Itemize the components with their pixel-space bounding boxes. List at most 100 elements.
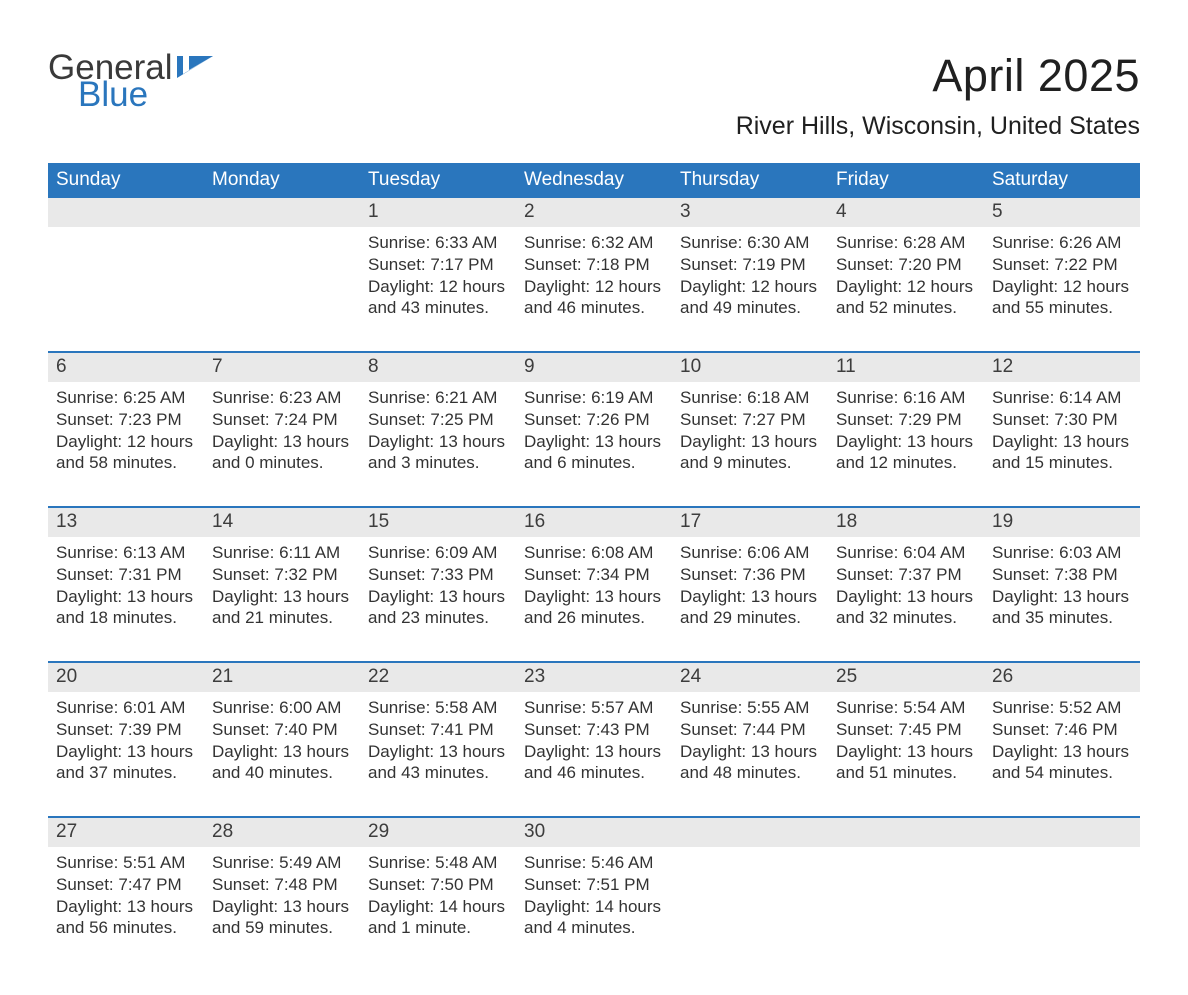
day-number: 26	[984, 663, 1140, 692]
day-number: 30	[516, 818, 672, 847]
day-number: 7	[204, 353, 360, 382]
daynum-row: 20212223242526	[48, 663, 1140, 692]
weeks-container: 12345Sunrise: 6:33 AMSunset: 7:17 PMDayl…	[48, 198, 1140, 955]
day-number: 12	[984, 353, 1140, 382]
day-cell: Sunrise: 5:51 AMSunset: 7:47 PMDaylight:…	[48, 847, 204, 955]
title-block: April 2025 River Hills, Wisconsin, Unite…	[736, 50, 1140, 141]
day-cell	[48, 227, 204, 335]
day-number: 27	[48, 818, 204, 847]
day-cell	[672, 847, 828, 955]
week: 12345Sunrise: 6:33 AMSunset: 7:17 PMDayl…	[48, 198, 1140, 335]
week: 27282930Sunrise: 5:51 AMSunset: 7:47 PMD…	[48, 818, 1140, 955]
calendar: SundayMondayTuesdayWednesdayThursdayFrid…	[48, 163, 1140, 955]
day-number: 5	[984, 198, 1140, 227]
day-number	[672, 818, 828, 847]
day-number: 15	[360, 508, 516, 537]
day-number: 2	[516, 198, 672, 227]
day-cell: Sunrise: 6:04 AMSunset: 7:37 PMDaylight:…	[828, 537, 984, 645]
header: General Blue April 2025 River Hills, Wis…	[48, 50, 1140, 141]
day-cell: Sunrise: 6:13 AMSunset: 7:31 PMDaylight:…	[48, 537, 204, 645]
day-cell	[204, 227, 360, 335]
day-number: 29	[360, 818, 516, 847]
day-cell: Sunrise: 6:23 AMSunset: 7:24 PMDaylight:…	[204, 382, 360, 490]
day-cell: Sunrise: 6:09 AMSunset: 7:33 PMDaylight:…	[360, 537, 516, 645]
week: 20212223242526Sunrise: 6:01 AMSunset: 7:…	[48, 663, 1140, 800]
dow-cell: Monday	[204, 163, 360, 198]
day-body-row: Sunrise: 6:01 AMSunset: 7:39 PMDaylight:…	[48, 692, 1140, 800]
dow-cell: Sunday	[48, 163, 204, 198]
daynum-row: 6789101112	[48, 353, 1140, 382]
day-cell: Sunrise: 5:48 AMSunset: 7:50 PMDaylight:…	[360, 847, 516, 955]
day-cell: Sunrise: 6:03 AMSunset: 7:38 PMDaylight:…	[984, 537, 1140, 645]
day-cell: Sunrise: 5:58 AMSunset: 7:41 PMDaylight:…	[360, 692, 516, 800]
day-number: 25	[828, 663, 984, 692]
day-number: 10	[672, 353, 828, 382]
day-cell: Sunrise: 5:52 AMSunset: 7:46 PMDaylight:…	[984, 692, 1140, 800]
day-number: 19	[984, 508, 1140, 537]
day-cell: Sunrise: 6:32 AMSunset: 7:18 PMDaylight:…	[516, 227, 672, 335]
day-number: 22	[360, 663, 516, 692]
day-number: 3	[672, 198, 828, 227]
dow-cell: Tuesday	[360, 163, 516, 198]
day-cell: Sunrise: 6:08 AMSunset: 7:34 PMDaylight:…	[516, 537, 672, 645]
day-number	[204, 198, 360, 227]
day-number: 24	[672, 663, 828, 692]
day-cell: Sunrise: 6:11 AMSunset: 7:32 PMDaylight:…	[204, 537, 360, 645]
day-cell: Sunrise: 6:33 AMSunset: 7:17 PMDaylight:…	[360, 227, 516, 335]
daynum-row: 12345	[48, 198, 1140, 227]
day-number: 6	[48, 353, 204, 382]
day-number: 17	[672, 508, 828, 537]
day-number: 28	[204, 818, 360, 847]
logo-text-blue: Blue	[78, 77, 173, 112]
day-number: 9	[516, 353, 672, 382]
calendar-page: General Blue April 2025 River Hills, Wis…	[0, 0, 1188, 995]
day-cell: Sunrise: 6:28 AMSunset: 7:20 PMDaylight:…	[828, 227, 984, 335]
day-cell: Sunrise: 5:46 AMSunset: 7:51 PMDaylight:…	[516, 847, 672, 955]
week: 13141516171819Sunrise: 6:13 AMSunset: 7:…	[48, 508, 1140, 645]
day-number: 21	[204, 663, 360, 692]
day-number: 14	[204, 508, 360, 537]
day-body-row: Sunrise: 6:33 AMSunset: 7:17 PMDaylight:…	[48, 227, 1140, 335]
day-cell: Sunrise: 6:16 AMSunset: 7:29 PMDaylight:…	[828, 382, 984, 490]
day-cell: Sunrise: 6:19 AMSunset: 7:26 PMDaylight:…	[516, 382, 672, 490]
day-body-row: Sunrise: 6:13 AMSunset: 7:31 PMDaylight:…	[48, 537, 1140, 645]
day-cell: Sunrise: 6:30 AMSunset: 7:19 PMDaylight:…	[672, 227, 828, 335]
day-body-row: Sunrise: 6:25 AMSunset: 7:23 PMDaylight:…	[48, 382, 1140, 490]
day-number: 4	[828, 198, 984, 227]
day-number: 18	[828, 508, 984, 537]
day-number	[828, 818, 984, 847]
day-cell: Sunrise: 5:54 AMSunset: 7:45 PMDaylight:…	[828, 692, 984, 800]
flag-icon	[177, 56, 213, 78]
day-cell: Sunrise: 6:06 AMSunset: 7:36 PMDaylight:…	[672, 537, 828, 645]
daynum-row: 27282930	[48, 818, 1140, 847]
week: 6789101112Sunrise: 6:25 AMSunset: 7:23 P…	[48, 353, 1140, 490]
day-cell	[828, 847, 984, 955]
day-number	[984, 818, 1140, 847]
page-title: April 2025	[736, 50, 1140, 102]
dow-cell: Wednesday	[516, 163, 672, 198]
day-number	[48, 198, 204, 227]
logo: General Blue	[48, 50, 213, 112]
day-number: 1	[360, 198, 516, 227]
day-cell: Sunrise: 5:49 AMSunset: 7:48 PMDaylight:…	[204, 847, 360, 955]
dow-cell: Thursday	[672, 163, 828, 198]
day-number: 20	[48, 663, 204, 692]
day-number: 8	[360, 353, 516, 382]
day-cell	[984, 847, 1140, 955]
daynum-row: 13141516171819	[48, 508, 1140, 537]
day-cell: Sunrise: 6:21 AMSunset: 7:25 PMDaylight:…	[360, 382, 516, 490]
day-cell: Sunrise: 5:57 AMSunset: 7:43 PMDaylight:…	[516, 692, 672, 800]
dow-cell: Saturday	[984, 163, 1140, 198]
day-cell: Sunrise: 6:18 AMSunset: 7:27 PMDaylight:…	[672, 382, 828, 490]
day-cell: Sunrise: 5:55 AMSunset: 7:44 PMDaylight:…	[672, 692, 828, 800]
day-number: 16	[516, 508, 672, 537]
page-subtitle: River Hills, Wisconsin, United States	[736, 112, 1140, 141]
day-cell: Sunrise: 6:01 AMSunset: 7:39 PMDaylight:…	[48, 692, 204, 800]
day-number: 23	[516, 663, 672, 692]
day-of-week-header: SundayMondayTuesdayWednesdayThursdayFrid…	[48, 163, 1140, 198]
day-cell: Sunrise: 6:25 AMSunset: 7:23 PMDaylight:…	[48, 382, 204, 490]
day-cell: Sunrise: 6:00 AMSunset: 7:40 PMDaylight:…	[204, 692, 360, 800]
day-cell: Sunrise: 6:14 AMSunset: 7:30 PMDaylight:…	[984, 382, 1140, 490]
day-body-row: Sunrise: 5:51 AMSunset: 7:47 PMDaylight:…	[48, 847, 1140, 955]
day-cell: Sunrise: 6:26 AMSunset: 7:22 PMDaylight:…	[984, 227, 1140, 335]
